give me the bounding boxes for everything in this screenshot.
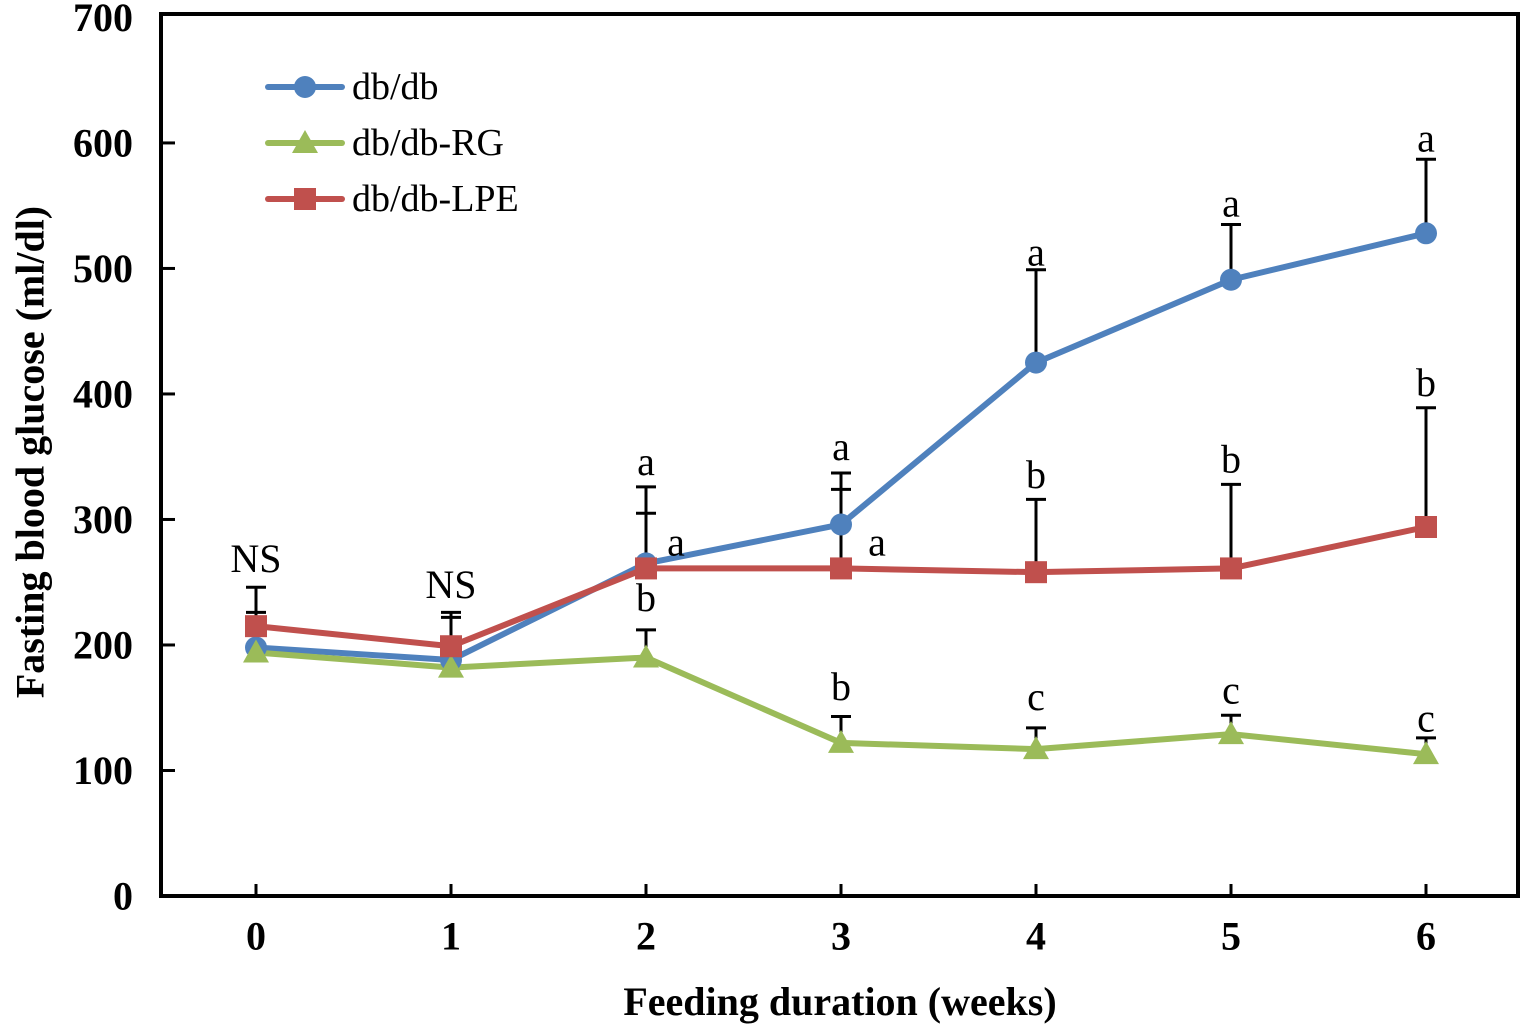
data-point-marker [633,644,659,668]
significance-label: a [832,424,850,469]
data-point-marker [245,615,267,638]
y-tick-label: 700 [73,0,133,40]
significance-label: b [1221,437,1241,482]
legend-item: db/db-LPE [265,178,519,220]
significance-label: a [1417,115,1435,160]
data-point-marker [1413,741,1439,765]
x-tick-label: 2 [636,914,656,959]
plot-border [159,12,1520,898]
data-point-marker [294,76,316,98]
x-axis-title: Feeding duration (weeks) [623,979,1057,1024]
significance-label: b [1416,360,1436,405]
data-point-marker [1218,721,1244,745]
y-tick-label: 0 [113,874,133,919]
data-point-marker [1025,351,1047,374]
y-tick-label: 600 [73,120,133,165]
data-point-marker [1025,561,1047,584]
y-tick-label: 500 [73,246,133,291]
x-tick-label: 5 [1221,914,1241,959]
legend-label: db/db [352,66,439,108]
data-point-marker [438,654,464,678]
y-tick-label: 100 [73,748,133,793]
data-point-marker [292,130,318,153]
legend-label: db/db-RG [352,122,504,164]
x-tick-label: 4 [1026,914,1046,959]
x-tick-label: 1 [441,914,461,959]
significance-label: c [1222,668,1240,713]
series-markers-db-db-rg [243,639,1439,765]
significance-label: c [1417,695,1435,740]
series-markers-db-db-lpe [245,516,1437,658]
significance-label: b [831,664,851,709]
significance-label: a [1222,181,1240,226]
data-point-marker [635,557,657,580]
x-tick-label: 6 [1416,914,1436,959]
data-point-marker [294,188,316,210]
legend-item: db/db [265,66,439,108]
data-point-marker [1415,516,1437,539]
y-tick-label: 400 [73,371,133,416]
y-axis-title: Fasting blood glucose (ml/dl) [7,205,53,699]
significance-label: b [1026,452,1046,497]
legend-label: db/db-LPE [352,178,519,220]
data-point-marker [1023,736,1049,760]
data-point-marker [828,729,854,753]
significance-label: a [868,520,886,565]
x-tick-label: 3 [831,914,851,959]
data-point-marker [830,557,852,580]
data-point-marker [1220,268,1242,291]
data-point-marker [440,635,462,658]
significance-label: NS [230,536,281,581]
data-point-marker [1415,222,1437,245]
significance-label: NS [425,562,476,607]
data-point-marker [830,513,852,536]
y-tick-label: 200 [73,622,133,667]
data-point-marker [1220,557,1242,580]
y-tick-label: 300 [73,497,133,542]
legend: db/db db/db-RG db/db-LPE [265,66,519,220]
legend-item: db/db-RG [265,122,504,164]
x-tick-label: 0 [246,914,266,959]
significance-label: a [637,439,655,484]
significance-label: c [1027,674,1045,719]
significance-label: a [1027,230,1045,275]
data-point-marker [243,639,269,663]
significance-label: b [636,575,656,620]
significance-label: a [667,520,685,565]
